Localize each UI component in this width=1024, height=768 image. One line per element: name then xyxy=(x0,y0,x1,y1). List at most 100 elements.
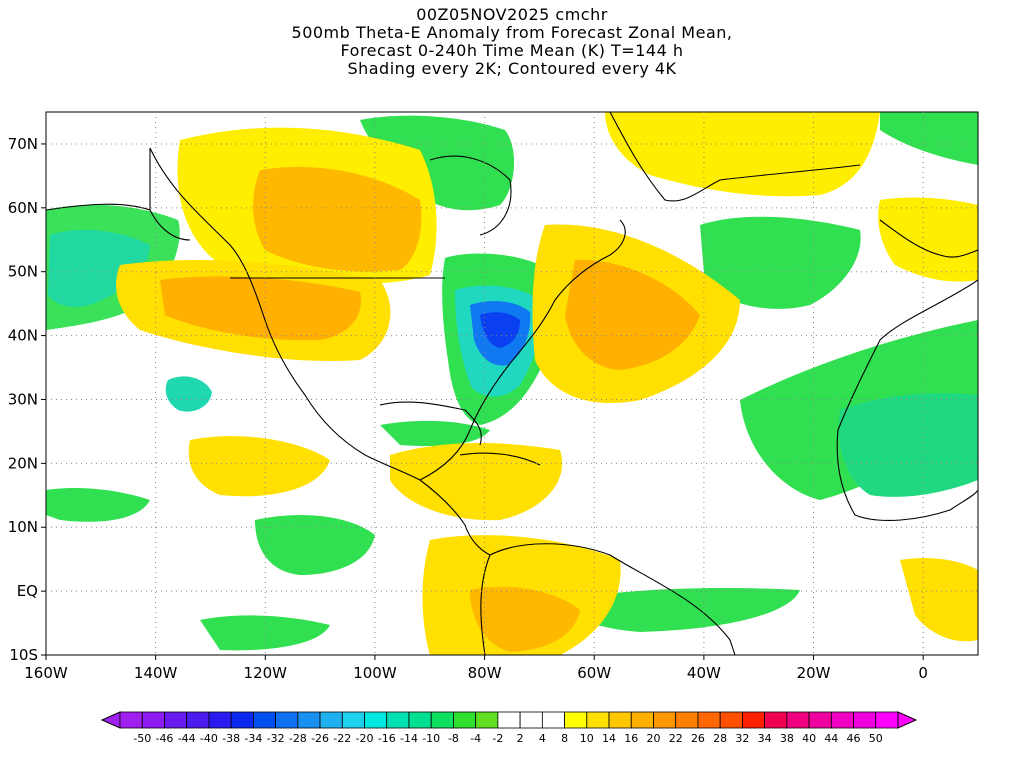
coast-central-america xyxy=(419,479,491,556)
colorbar-swatch xyxy=(386,711,410,729)
colorbar-swatch xyxy=(319,711,343,729)
shade-green-arctic xyxy=(360,115,515,211)
y-tick-label: 70N xyxy=(8,135,38,153)
colorbar-label: 46 xyxy=(847,732,861,745)
colorbar-label: 14 xyxy=(602,732,616,745)
coast-greenland xyxy=(609,112,861,202)
colorbar-swatch xyxy=(408,711,432,729)
colorbar-swatch xyxy=(186,711,210,729)
colorbar-swatch xyxy=(808,711,832,729)
shade-green-tropical-west xyxy=(46,488,150,522)
colorbar-label: -2 xyxy=(492,732,503,745)
shade-green-africa xyxy=(838,393,978,497)
shade-orange-atlantic xyxy=(565,259,700,370)
colorbar-label: -46 xyxy=(155,732,173,745)
colorbar-label: 34 xyxy=(758,732,772,745)
colorbar-swatch xyxy=(675,711,699,729)
colorbar-swatch xyxy=(341,711,365,729)
colorbar-swatch xyxy=(653,711,677,729)
shade-teal-pacific-blob xyxy=(165,376,212,412)
plot-frame xyxy=(45,111,979,656)
y-axis: 70N 60N 50N 40N 30N 20N 10N EQ 10S xyxy=(8,135,46,664)
colorbar-label: -40 xyxy=(200,732,218,745)
colorbar-label: 28 xyxy=(713,732,727,745)
shade-teal-nw-pacific xyxy=(48,229,150,307)
y-tick-label: 10N xyxy=(8,518,38,536)
coast-hudson-bay xyxy=(429,155,512,236)
colorbar-swatch xyxy=(697,711,721,729)
shade-darkblue-eastus xyxy=(480,312,520,348)
colorbar-swatch xyxy=(297,711,321,729)
colorbar-label: 26 xyxy=(691,732,705,745)
shade-yellow-africa-south xyxy=(900,558,978,642)
y-tick-label: 40N xyxy=(8,327,38,345)
title-line-3: Forecast 0-240h Time Mean (K) T=144 h xyxy=(340,41,684,60)
coast-cuba xyxy=(459,452,541,466)
colorbar-label: -16 xyxy=(378,732,396,745)
colorbar-swatch xyxy=(453,711,477,729)
shade-yellow-caribbean xyxy=(390,443,563,521)
y-tick-label: 50N xyxy=(8,263,38,281)
shade-orange-south-america xyxy=(470,586,580,652)
title-line-2: 500mb Theta-E Anomaly from Forecast Zona… xyxy=(291,23,733,42)
x-tick-label: 100W xyxy=(353,664,397,682)
anomaly-shading xyxy=(46,112,978,655)
colorbar-swatch xyxy=(430,711,454,729)
gridlines xyxy=(46,112,978,655)
colorbar-label: -32 xyxy=(267,732,285,745)
colorbar-swatch xyxy=(252,711,277,729)
x-axis: 160W 140W 120W 100W 80W 60W 40W 20W 0 xyxy=(24,655,928,682)
colorbar-label: 40 xyxy=(802,732,816,745)
colorbar-label: 16 xyxy=(624,732,638,745)
colorbar-label: 22 xyxy=(669,732,683,745)
y-tick-label: 10S xyxy=(9,646,38,664)
colorbar-right-arrow xyxy=(897,711,918,729)
colorbar-swatch xyxy=(364,711,388,729)
colorbar-label: -26 xyxy=(311,732,329,745)
coast-gulf-florida xyxy=(379,401,482,446)
colorbar-left-arrow xyxy=(100,711,121,729)
colorbar-swatch xyxy=(742,711,766,729)
colorbar-swatch xyxy=(497,711,521,729)
shade-green-gulf xyxy=(380,420,490,447)
colorbar-swatch xyxy=(764,711,788,729)
colorbar-label: 2 xyxy=(517,732,524,745)
colorbar-swatch xyxy=(608,711,632,729)
x-tick-label: 120W xyxy=(244,664,288,682)
x-tick-label: 20W xyxy=(797,664,831,682)
shade-green-tropical-pacific xyxy=(255,515,375,575)
colorbar-swatch xyxy=(541,711,565,729)
colorbar-label: 44 xyxy=(824,732,838,745)
y-tick-label: EQ xyxy=(17,582,38,600)
coast-north-america-west xyxy=(149,147,421,481)
title-line-1: 00Z05NOV2025 cmchr xyxy=(416,5,608,24)
colorbar-swatch xyxy=(275,711,299,729)
colorbar-swatch xyxy=(853,711,877,729)
colorbar-label: -34 xyxy=(244,732,262,745)
colorbar: -50 -46 -44 -40 -38 -34 -32 -28 -26 -22 -20 -16 -14-… xyxy=(100,711,918,745)
colorbar-swatch xyxy=(786,711,810,729)
colorbar-swatch xyxy=(230,711,254,729)
coast-africa xyxy=(836,279,978,521)
colorbar-label: -22 xyxy=(333,732,351,745)
coastlines xyxy=(46,112,978,655)
colorbar-swatch xyxy=(475,711,499,729)
colorbar-label: -50 xyxy=(133,732,151,745)
colorbar-label: 38 xyxy=(780,732,794,745)
coast-europe xyxy=(879,219,978,258)
title-block: 00Z05NOV2025 cmchr 500mb Theta-E Anomaly… xyxy=(0,6,1024,78)
colorbar-label: 32 xyxy=(735,732,749,745)
colorbar-label: -44 xyxy=(178,732,196,745)
colorbar-label: 8 xyxy=(561,732,568,745)
colorbar-label: -8 xyxy=(448,732,459,745)
colorbar-label: -20 xyxy=(356,732,374,745)
colorbar-label: 4 xyxy=(539,732,546,745)
colorbar-label: 10 xyxy=(580,732,594,745)
colorbar-swatch xyxy=(719,711,743,729)
colorbar-swatch xyxy=(208,711,232,729)
y-tick-label: 30N xyxy=(8,390,38,408)
shade-orange-canada xyxy=(253,166,422,272)
colorbar-swatch xyxy=(630,711,654,729)
colorbar-swatch xyxy=(141,711,165,729)
